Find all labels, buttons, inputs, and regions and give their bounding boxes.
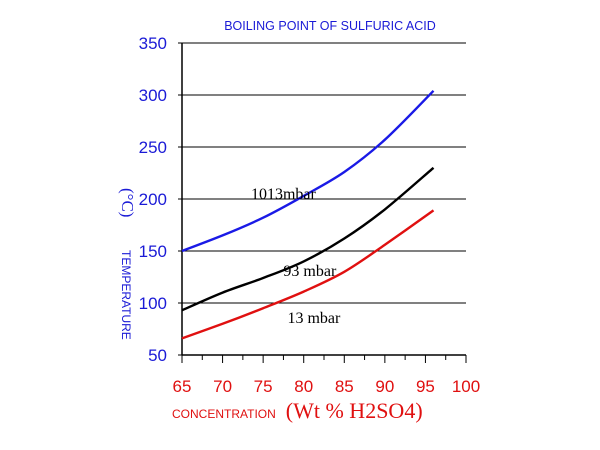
x-tick-label: 65: [173, 377, 192, 396]
series-line-1: [181, 89, 435, 253]
x-tick-label: 80: [294, 377, 313, 396]
x-tick-labels: 65 70 75 80 85 90 95 100: [173, 377, 481, 396]
chart-title: BOILING POINT OF SULFURIC ACID: [224, 19, 436, 33]
y-tick-label: 250: [139, 138, 167, 157]
series-label-3: 13 mbar: [287, 310, 341, 327]
x-tick-label: 75: [254, 377, 273, 396]
x-axis-label: CONCENTRATION (Wt % H2SO4): [172, 398, 423, 423]
x-axis-label-prefix: CONCENTRATION: [172, 407, 276, 421]
series-lines: [181, 89, 435, 340]
y-tick-labels: 50 100 150 200 250 300 350: [139, 34, 167, 365]
y-tick-label: 50: [148, 346, 167, 365]
series-label-2: 93 mbar: [283, 263, 337, 280]
gridlines: [182, 42, 466, 304]
y-axis-unit: (°C): [118, 188, 137, 217]
x-tick-label: 90: [375, 377, 394, 396]
series-line-2: [181, 166, 435, 312]
y-tick-label: 350: [139, 34, 167, 53]
y-tick-label: 150: [139, 242, 167, 261]
x-tick-label: 70: [213, 377, 232, 396]
y-axis-title: TEMPERATURE: [119, 250, 133, 340]
axes: [178, 42, 467, 363]
y-axis-label: (°C) TEMPERATURE: [118, 188, 137, 340]
x-axis-label-suffix: (Wt % H2SO4): [286, 398, 423, 423]
x-tick-label: 85: [335, 377, 354, 396]
series-line-3: [181, 209, 435, 340]
x-tick-label: 95: [416, 377, 435, 396]
series-label-1: 1013mbar: [251, 186, 317, 203]
series-labels: 1013mbar 93 mbar 13 mbar: [251, 186, 341, 327]
y-tick-label: 300: [139, 86, 167, 105]
y-tick-label: 200: [139, 190, 167, 209]
x-tick-label: 100: [452, 377, 480, 396]
y-tick-label: 100: [139, 294, 167, 313]
